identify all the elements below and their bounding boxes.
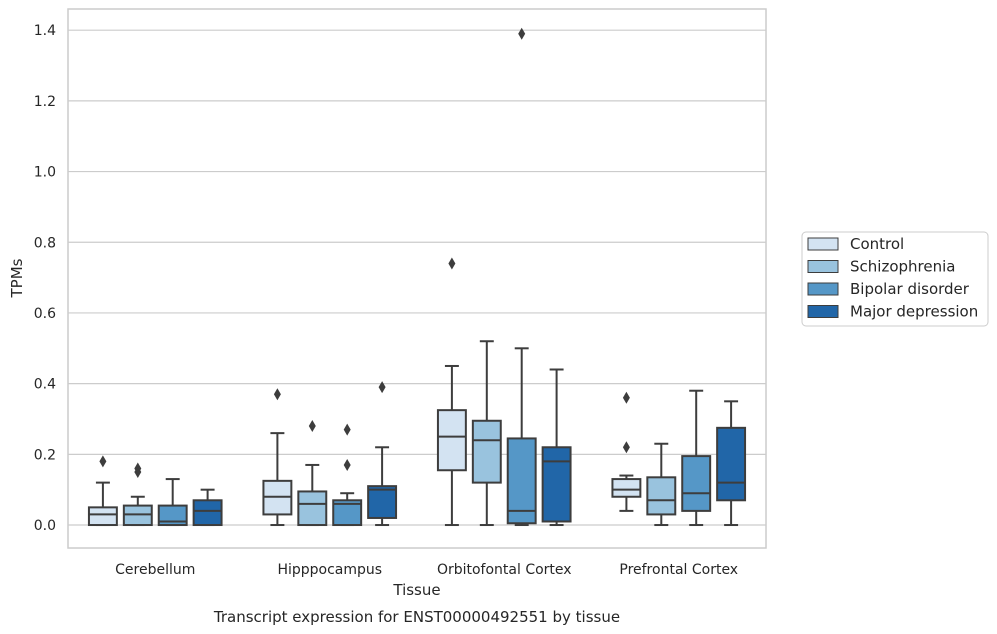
chart-caption: Transcript expression for ENST0000049255… bbox=[213, 608, 620, 626]
outlier-point bbox=[308, 420, 316, 433]
outlier-point bbox=[134, 462, 142, 475]
box-iqr bbox=[611, 478, 642, 498]
box-iqr bbox=[471, 419, 502, 484]
y-tick-label: 0.4 bbox=[34, 377, 56, 393]
y-tick-label: 0.0 bbox=[34, 518, 56, 534]
y-tick-label: 1.4 bbox=[34, 23, 56, 39]
outlier-point bbox=[622, 441, 630, 454]
legend-label: Schizophrenia bbox=[850, 258, 955, 276]
boxes bbox=[87, 27, 747, 527]
box-0-3 bbox=[192, 488, 223, 527]
x-tick-label: Orbitofontal Cortex bbox=[437, 562, 572, 578]
x-axis-label: Tissue bbox=[392, 581, 440, 599]
x-tick-labels: Cerebellum Hipppocampus Orbitofontal Corte… bbox=[115, 562, 738, 578]
x-tick-label: Prefrontal Cortex bbox=[619, 562, 738, 578]
box-iqr bbox=[297, 490, 328, 527]
x-tick-label: Cerebellum bbox=[115, 562, 195, 578]
box-iqr bbox=[367, 485, 398, 519]
y-axis-label: TPMs bbox=[8, 258, 26, 298]
box-0-1 bbox=[122, 462, 153, 527]
legend-swatch bbox=[807, 305, 839, 318]
legend-label: Bipolar disorder bbox=[850, 280, 970, 298]
y-tick-labels: 0.0 0.2 0.4 0.6 0.8 1.0 1.2 1.4 bbox=[34, 23, 56, 534]
outlier-point bbox=[273, 388, 281, 401]
y-tick-label: 1.0 bbox=[34, 165, 56, 181]
y-tick-label: 0.8 bbox=[34, 235, 56, 251]
box-1-3 bbox=[367, 381, 398, 527]
box-1-1 bbox=[297, 420, 328, 527]
box-0-2 bbox=[157, 478, 188, 527]
box-iqr bbox=[681, 455, 712, 512]
box-0-0 bbox=[87, 455, 118, 527]
outlier-point bbox=[448, 257, 456, 270]
box-iqr bbox=[436, 409, 467, 472]
box-3-0 bbox=[611, 391, 642, 512]
legend-swatch bbox=[807, 260, 839, 273]
legend-swatch bbox=[807, 282, 839, 296]
box-iqr bbox=[192, 499, 223, 527]
legend: Control Schizophrenia Bipolar disorder Majo… bbox=[801, 231, 989, 327]
box-1-0 bbox=[262, 388, 293, 527]
gridlines bbox=[68, 29, 766, 526]
legend-frame bbox=[801, 231, 989, 327]
legend-label: Major depression bbox=[850, 303, 978, 321]
box-iqr bbox=[506, 437, 537, 525]
box-1-2 bbox=[332, 423, 363, 527]
outlier-point bbox=[343, 458, 351, 471]
outlier-point bbox=[622, 391, 630, 404]
box-3-2 bbox=[681, 389, 712, 527]
legend-swatch bbox=[807, 237, 839, 251]
box-2-2 bbox=[506, 27, 537, 527]
box-3-1 bbox=[646, 442, 677, 527]
outlier-point bbox=[518, 27, 526, 40]
outlier-point bbox=[378, 381, 386, 394]
legend-label: Control bbox=[850, 235, 904, 253]
y-tick-label: 0.6 bbox=[34, 306, 56, 322]
y-tick-label: 0.2 bbox=[34, 447, 56, 463]
box-iqr bbox=[87, 506, 118, 527]
y-tick-label: 1.2 bbox=[34, 94, 56, 110]
outlier-point bbox=[99, 455, 107, 468]
box-2-3 bbox=[541, 368, 572, 527]
outlier-point bbox=[343, 423, 351, 436]
box-iqr bbox=[716, 426, 747, 502]
box-3-3 bbox=[716, 400, 747, 527]
box-2-1 bbox=[471, 340, 502, 527]
box-iqr bbox=[541, 446, 572, 523]
x-tick-label: Hipppocampus bbox=[277, 562, 382, 578]
box-iqr bbox=[157, 504, 188, 527]
box-2-0 bbox=[436, 257, 467, 527]
box-iqr bbox=[646, 476, 677, 516]
plot-frame bbox=[67, 8, 767, 549]
